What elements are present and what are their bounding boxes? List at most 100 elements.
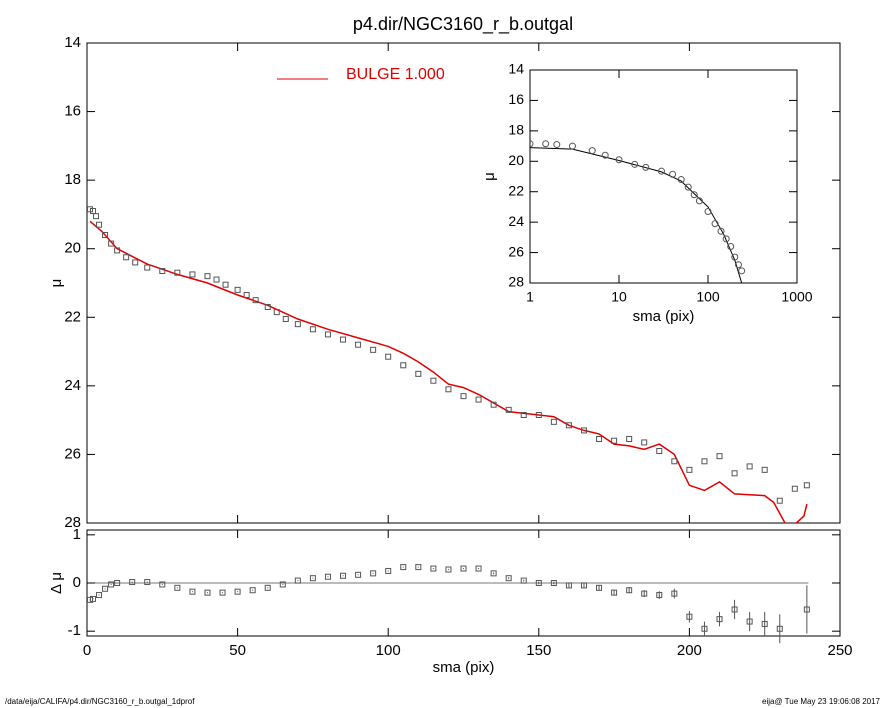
data-point	[93, 213, 100, 220]
y-tick-label: 18	[64, 171, 81, 188]
data-point	[803, 606, 810, 613]
data-point	[656, 448, 663, 454]
data-point	[144, 264, 151, 271]
data-point	[731, 470, 738, 477]
data-point	[294, 577, 301, 584]
data-point	[415, 564, 422, 571]
x-tick-label: 1000	[781, 289, 812, 305]
data-point	[716, 616, 723, 623]
data-point	[580, 582, 587, 589]
plot-area	[87, 206, 810, 523]
data-point	[746, 463, 753, 470]
data-point	[716, 453, 723, 460]
y-tick-label: 16	[64, 103, 81, 120]
data-point	[234, 286, 241, 293]
plot-area	[87, 564, 810, 644]
data-point	[695, 197, 703, 205]
data-point	[400, 362, 407, 369]
data-point	[776, 497, 783, 504]
data-point	[213, 276, 220, 283]
y-tick-label: 20	[64, 240, 81, 257]
x-tick-label: 250	[827, 642, 852, 659]
data-point	[114, 247, 121, 254]
data-point	[252, 297, 259, 304]
data-point	[324, 573, 331, 580]
data-point	[96, 221, 103, 228]
data-point	[385, 353, 392, 360]
data-point	[671, 458, 678, 465]
data-point	[505, 575, 512, 582]
data-point	[601, 151, 609, 159]
data-point	[222, 281, 229, 288]
data-point	[626, 587, 633, 594]
data-point	[243, 292, 250, 298]
y-tick-label: 16	[508, 91, 524, 107]
data-point	[761, 466, 768, 473]
data-point	[445, 566, 452, 573]
x-axis-label: sma (pix)	[433, 659, 495, 676]
data-point	[129, 579, 136, 586]
data-point	[108, 581, 115, 588]
data-point	[731, 606, 738, 613]
data-point	[565, 582, 572, 589]
data-point	[656, 592, 663, 599]
data-point	[553, 141, 561, 149]
data-point	[626, 436, 633, 442]
data-point	[596, 436, 603, 442]
data-point	[701, 625, 708, 632]
y-tick-label: 20	[508, 152, 524, 168]
chart-title: p4.dir/NGC3160_r_b.outgal	[353, 14, 573, 35]
data-point	[641, 590, 648, 597]
data-point	[102, 585, 109, 592]
data-point	[264, 304, 271, 310]
y-tick-label: 14	[508, 61, 524, 77]
y-tick-label: 1	[73, 526, 81, 543]
data-point	[123, 254, 130, 261]
data-point	[159, 581, 166, 588]
data-point	[294, 321, 301, 328]
footer-path: /data/eija/CALIFA/p4.dir/NGC3160_r_b.out…	[5, 697, 195, 706]
data-point	[219, 589, 226, 596]
model-line	[530, 147, 743, 283]
data-point	[87, 596, 94, 603]
data-point	[542, 140, 550, 148]
data-point	[684, 183, 692, 191]
data-point	[189, 271, 196, 278]
data-point	[520, 412, 527, 418]
data-point	[159, 268, 166, 274]
data-point	[96, 592, 103, 599]
y-tick-label: 24	[508, 213, 524, 229]
y-tick-label: 14	[64, 34, 81, 51]
data-point	[415, 370, 422, 377]
data-point	[611, 437, 618, 444]
model-line	[89, 220, 808, 523]
data-point	[445, 386, 452, 393]
x-tick-label: 10	[611, 289, 627, 305]
data-point	[711, 220, 719, 228]
data-point	[490, 401, 497, 408]
data-point	[701, 458, 708, 465]
data-point	[324, 331, 331, 338]
x-tick-label: 100	[696, 289, 720, 305]
data-point	[615, 156, 623, 164]
footer-date: eija@ Tue May 23 19:06:08 2017	[762, 697, 881, 706]
data-point	[430, 377, 437, 384]
data-point	[727, 242, 735, 250]
y-axis-label: μ	[481, 172, 498, 181]
data-point	[204, 589, 211, 596]
data-point	[309, 575, 316, 582]
data-point	[234, 588, 241, 595]
y-tick-label: 0	[73, 574, 81, 591]
data-point	[734, 261, 742, 269]
data-point	[580, 427, 587, 434]
data-point	[631, 160, 639, 168]
data-point	[264, 584, 271, 591]
data-point	[370, 570, 377, 577]
data-point	[370, 346, 377, 353]
y-tick-label: 22	[64, 308, 81, 325]
data-point	[686, 466, 693, 473]
data-point	[505, 406, 512, 413]
data-point	[596, 584, 603, 591]
data-point	[460, 393, 467, 400]
